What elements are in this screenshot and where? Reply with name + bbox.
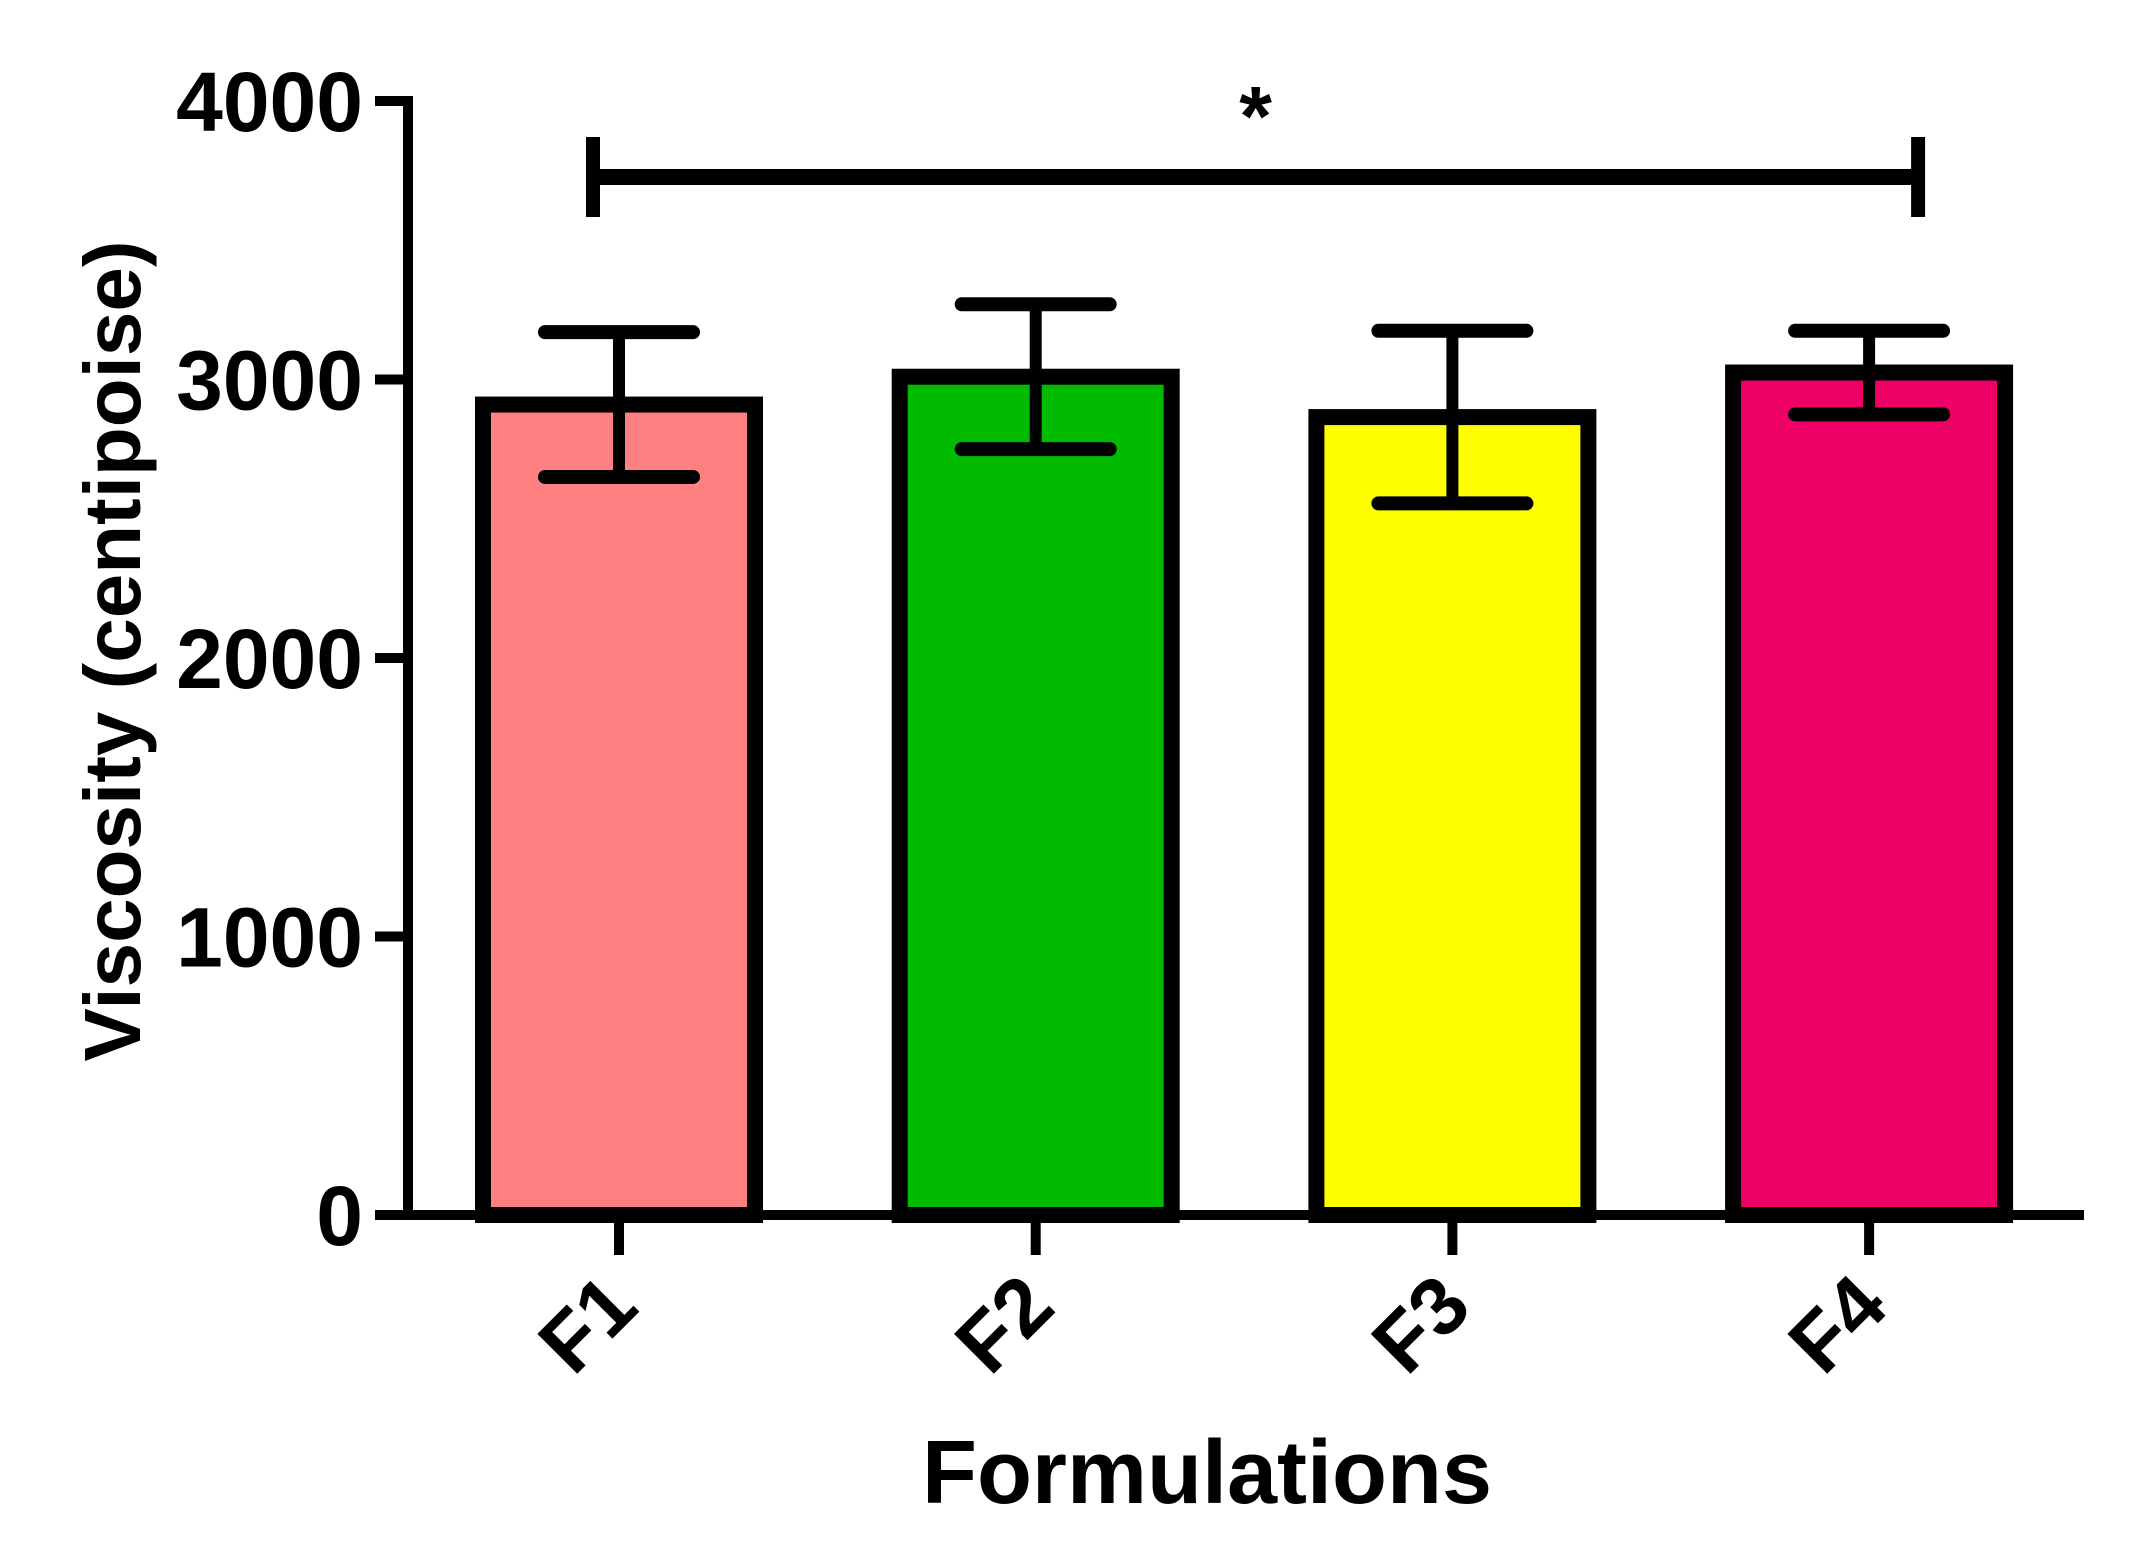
y-tick-label: 2000 (176, 612, 363, 706)
bar-f1 (475, 396, 763, 1223)
bar-f4 (1725, 364, 2014, 1224)
x-tick-label-f1: F1 (522, 1258, 654, 1390)
y-tick-label: 3000 (176, 334, 363, 428)
bar-f3 (1308, 409, 1597, 1224)
x-axis-title: Formulations (922, 1423, 1492, 1523)
bar-f2 (891, 368, 1180, 1223)
x-tick-label-f2: F2 (938, 1258, 1070, 1390)
y-axis-title: Viscosity (centipoise) (68, 240, 157, 1061)
y-tick-label: 1000 (176, 891, 363, 985)
error-bar-f4 (1788, 323, 1951, 422)
bar-rect (1308, 409, 1597, 1224)
bar-rect (475, 396, 763, 1223)
x-axis-ticks: F1 F2 F3 F4 (522, 1215, 1904, 1390)
significance-asterisk: * (1239, 69, 1272, 163)
y-axis-ticks: 0 1000 2000 3000 4000 (176, 55, 408, 1263)
significance-bracket: * (586, 69, 1926, 217)
bars (475, 364, 2014, 1224)
x-tick-label-f4: F4 (1772, 1258, 1904, 1390)
error-bar-f3 (1371, 323, 1534, 511)
error-bar-f1 (538, 325, 700, 484)
bar-rect (891, 368, 1180, 1223)
bar-rect (1725, 364, 2014, 1224)
error-bar-f2 (954, 297, 1117, 457)
x-tick-label-f3: F3 (1355, 1258, 1487, 1390)
significance-f1-f4: * (586, 69, 1926, 217)
y-tick-label: 0 (316, 1169, 363, 1263)
y-tick-label: 4000 (176, 55, 363, 149)
error-bars (538, 297, 1951, 511)
